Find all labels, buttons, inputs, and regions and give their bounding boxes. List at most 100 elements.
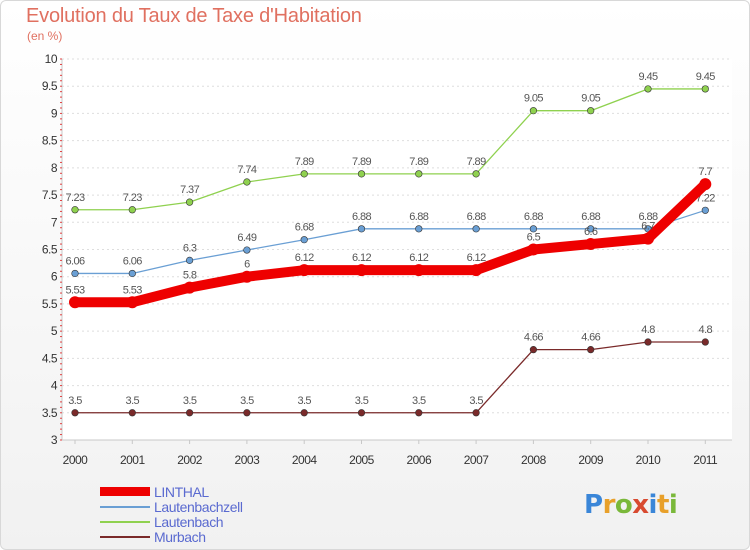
data-point	[587, 346, 595, 354]
data-label: 3.5	[412, 395, 426, 407]
data-point	[300, 170, 308, 178]
data-point	[128, 206, 136, 214]
x-tick-label: 2000	[63, 453, 89, 467]
data-point	[701, 206, 709, 214]
data-label: 7.89	[295, 156, 314, 168]
data-label: 4.66	[581, 332, 600, 344]
data-point	[529, 107, 538, 115]
y-tick-label: 3	[51, 433, 58, 447]
chart-legend: LINTHAL Lautenbachzell Lautenbach Murbach	[100, 483, 243, 545]
data-point	[587, 225, 595, 233]
data-label: 6.88	[581, 211, 600, 223]
data-point	[243, 409, 251, 417]
data-point	[300, 409, 308, 417]
y-tick-label: 10	[45, 52, 58, 66]
x-tick-label: 2009	[578, 453, 604, 467]
legend-swatch	[100, 520, 150, 523]
logo-letter: o	[614, 490, 633, 520]
legend-item: Murbach	[100, 529, 243, 545]
x-tick-label: 2007	[464, 453, 490, 467]
data-label: 7.37	[180, 184, 199, 196]
data-point	[642, 232, 654, 245]
y-tick-label: 4	[51, 379, 58, 393]
data-label: 5.8	[183, 270, 197, 282]
series-line-lautenbach	[74, 88, 706, 211]
series-line-linthal	[70, 179, 711, 308]
data-label: 6.3	[183, 242, 197, 254]
data-point	[587, 107, 595, 115]
data-point	[126, 296, 139, 309]
legend-label: LINTHAL	[154, 483, 209, 500]
data-label: 7.74	[237, 164, 256, 176]
data-label: 7.89	[467, 156, 486, 168]
data-label: 9.05	[581, 93, 600, 105]
x-tick-label: 2002	[177, 453, 203, 467]
data-label: 7.23	[123, 192, 142, 204]
y-tick-label: 9.5	[42, 79, 58, 93]
x-tick-label: 2003	[235, 453, 261, 467]
data-label: 3.5	[469, 395, 483, 407]
y-tick-label: 5	[51, 324, 58, 338]
series-line-murbach	[74, 341, 706, 414]
data-label: 6.88	[467, 211, 486, 223]
logo-letter: i	[648, 490, 658, 520]
data-label: 6.49	[237, 232, 256, 244]
data-point	[240, 270, 253, 283]
legend-label: Lautenbach	[154, 513, 224, 530]
data-label: 6.88	[352, 211, 371, 223]
data-point	[699, 178, 712, 191]
data-point	[701, 338, 709, 346]
data-point	[186, 409, 194, 417]
data-point	[243, 246, 251, 254]
x-tick-label: 2011	[693, 453, 718, 467]
data-point	[243, 178, 251, 186]
data-point	[128, 269, 136, 278]
data-point	[415, 225, 423, 233]
data-point	[69, 296, 81, 309]
legend-item: Lautenbachzell	[100, 498, 243, 515]
y-tick-label: 4.5	[42, 351, 58, 365]
data-point	[357, 409, 366, 417]
data-point	[584, 238, 597, 251]
data-point	[472, 170, 480, 178]
data-label: 6.68	[295, 222, 314, 234]
data-label: 7.23	[65, 192, 84, 204]
data-label: 3.5	[240, 395, 254, 407]
y-tick-label: 6.5	[42, 243, 58, 257]
data-point	[357, 225, 366, 233]
data-label: 7.89	[409, 156, 428, 168]
data-point	[529, 225, 538, 233]
data-point	[470, 264, 483, 277]
data-point	[128, 409, 136, 417]
data-label: 6.7	[641, 221, 655, 233]
data-point	[186, 256, 194, 264]
logo-letter: r	[602, 490, 616, 520]
legend-item: LINTHAL	[100, 483, 243, 500]
x-tick-label: 2001	[120, 453, 146, 467]
data-point	[300, 236, 308, 244]
data-label: 5.53	[123, 284, 142, 296]
data-label: 3.5	[68, 395, 82, 407]
data-label: 6.88	[638, 211, 657, 223]
data-label: 6	[244, 259, 250, 271]
data-point	[183, 281, 196, 294]
data-point	[529, 346, 538, 354]
x-tick-label: 2010	[636, 453, 662, 467]
data-point	[412, 264, 425, 277]
data-label: 6.12	[352, 252, 371, 264]
logo-letter: x	[632, 490, 649, 520]
data-point	[298, 264, 311, 277]
data-label: 9.45	[696, 71, 715, 83]
data-point	[415, 170, 423, 178]
data-label: 6.5	[527, 232, 541, 244]
x-tick-label: 2006	[406, 453, 432, 467]
data-label: 6.12	[409, 252, 428, 264]
data-point	[415, 409, 423, 417]
data-point	[472, 225, 480, 233]
legend-swatch	[100, 505, 150, 508]
data-label: 6.06	[123, 255, 142, 267]
legend-label: Lautenbachzell	[154, 498, 243, 515]
x-tick-label: 2004	[292, 453, 318, 467]
data-point	[355, 264, 368, 277]
